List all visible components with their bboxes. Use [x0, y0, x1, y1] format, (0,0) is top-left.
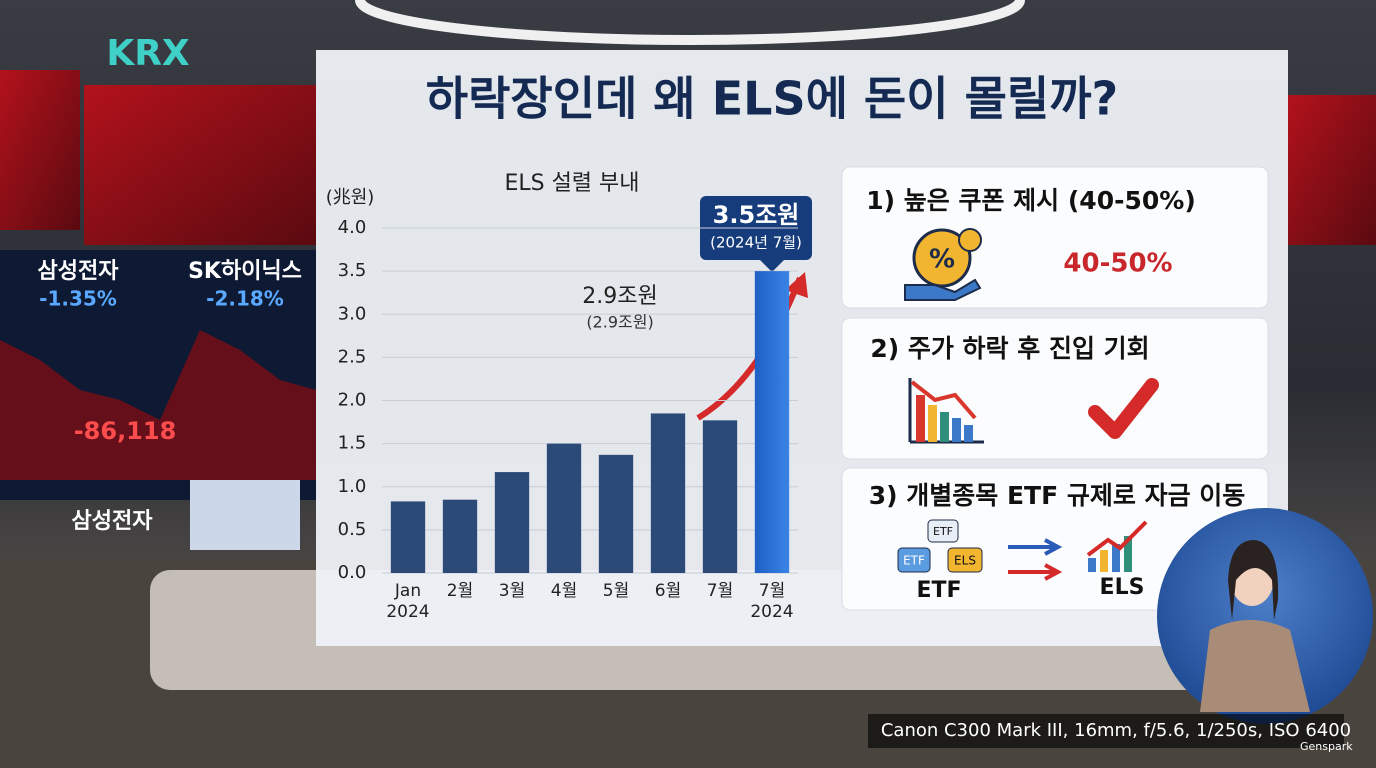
y-tick-label: 1.0: [338, 476, 367, 497]
trend-arrow: [696, 276, 803, 421]
screen-label: SK하이닉스: [188, 259, 302, 284]
bar: [494, 472, 530, 573]
chart-title: ELS 설렬 부내: [504, 171, 639, 196]
screen-label: -1.35%: [39, 287, 117, 311]
check-icon: [1088, 378, 1159, 439]
annotation: 3.5조원: [713, 201, 800, 229]
bar: [754, 271, 790, 573]
ceiling-light: [355, 0, 1025, 45]
anchor-hair: [1228, 540, 1279, 620]
desk-sign: 삼성전자: [72, 509, 154, 534]
x-tick-label: 7월 2024: [750, 581, 794, 622]
icon-glyph: %: [929, 245, 955, 275]
y-tick-label: 0.0: [338, 562, 367, 583]
bar: [650, 413, 686, 573]
panel-title: 2) 주가 하락 후 진입 기회: [870, 334, 1149, 363]
icon-label: ELS: [954, 554, 976, 568]
screen-label: 삼성전자: [38, 259, 120, 284]
trend-arrow-head: [785, 272, 808, 298]
bar: [546, 443, 582, 573]
panel-title: 3) 개별종목 ETF 규제로 자금 이동: [869, 481, 1246, 510]
screen: [1288, 95, 1376, 245]
x-tick-label: 5월: [602, 581, 630, 601]
x-tick-label: 4월: [550, 581, 578, 601]
screen: [0, 70, 80, 230]
annotation: 2.9조원: [582, 284, 657, 309]
anchor-body: [1200, 620, 1310, 712]
els-box: [947, 547, 983, 573]
x-tick-label: Jan 2024: [386, 581, 430, 622]
y-tick-label: 0.5: [338, 519, 367, 540]
annotation: (2.9조원): [586, 313, 653, 332]
watermark: Genspark: [1300, 740, 1353, 753]
y-tick-label: 3.0: [338, 303, 367, 324]
icon-label: ETF: [933, 525, 953, 538]
caption: Canon C300 Mark III, 16mm, f/5.6, 1/250s…: [881, 720, 1351, 741]
screen-label: -2.18%: [206, 287, 284, 311]
bar: [390, 501, 426, 573]
y-tick-label: 3.5: [338, 260, 367, 281]
panel-title: 1) 높은 쿠폰 제시 (40-50%): [866, 186, 1196, 215]
y-axis-label: (兆원): [326, 187, 375, 208]
y-tick-label: 2.0: [338, 390, 367, 411]
y-tick-label: 1.5: [338, 433, 367, 454]
flow-label: ETF: [916, 578, 961, 603]
screen-label: -86,118: [74, 417, 177, 445]
flow-arrow: [1008, 538, 1063, 556]
y-tick-label: 2.5: [338, 346, 367, 367]
screen: [84, 85, 316, 245]
screen-chart: [0, 330, 316, 480]
monitor: [190, 480, 300, 550]
x-tick-label: 6월: [654, 581, 682, 601]
y-tick-label: 4.0: [338, 217, 367, 238]
x-tick-label: 2월: [446, 581, 474, 601]
etf-box: [927, 519, 959, 543]
panel-highlight: 40-50%: [1063, 249, 1172, 279]
annotation: (2024년 7월): [710, 234, 802, 252]
x-tick-label: 3월: [498, 581, 526, 601]
headline: 하락장인데 왜 ELS에 돈이 몰릴까?: [426, 72, 1118, 126]
coin-icon: %: [904, 228, 982, 301]
growth-icon: [1086, 520, 1148, 572]
icon-label: ETF: [903, 554, 925, 568]
logo: KRX: [106, 33, 190, 74]
flow-label: ELS: [1100, 575, 1145, 600]
bar: [702, 420, 738, 573]
flow-arrow: [1008, 563, 1063, 581]
etf-box: [897, 547, 931, 573]
x-tick-label: 7월: [706, 581, 734, 601]
callout-pointer: [760, 260, 784, 272]
caption-bg: [868, 714, 1344, 748]
bar: [598, 454, 634, 573]
decline-icon: [908, 378, 984, 444]
bar: [442, 499, 478, 573]
